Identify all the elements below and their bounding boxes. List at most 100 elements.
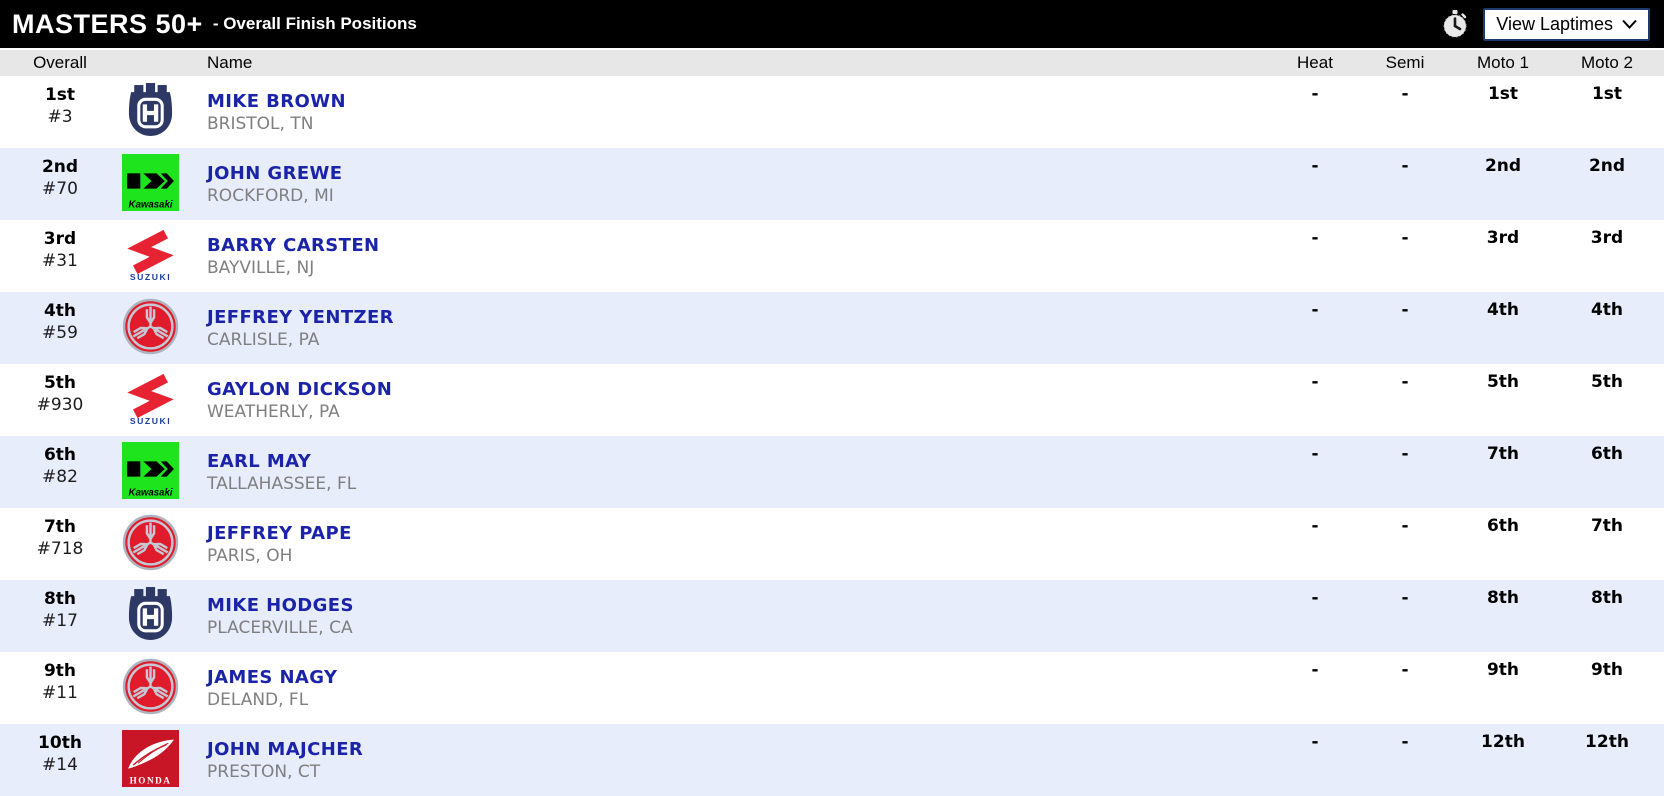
moto1-result: 7th — [1486, 444, 1520, 464]
rider-number: #718 — [36, 539, 84, 559]
rider-cell: JEFFREY PAPE PARIS, OH — [190, 508, 1270, 580]
table-row: 1st #3 MIKE BROWN BRISTOL, TN - - 1st 1s… — [0, 76, 1664, 148]
rider-location: ROCKFORD, MI — [207, 186, 334, 206]
moto2-result: 4th — [1590, 300, 1624, 320]
rider-number: #82 — [42, 467, 78, 487]
table-row: 2nd #70 Kawasaki JOHN GREWE ROCKFORD, MI… — [0, 148, 1664, 220]
heat-result: - — [1311, 84, 1319, 104]
heat-result: - — [1311, 372, 1319, 392]
brand-logo-cell: SUZUKI — [120, 220, 190, 292]
column-header-row: Overall Name Heat Semi Moto 1 Moto 2 — [0, 48, 1664, 76]
moto1-result: 5th — [1486, 372, 1520, 392]
stopwatch-icon — [1440, 9, 1470, 39]
overall-position: 5th — [43, 373, 77, 393]
moto1-result: 9th — [1486, 660, 1520, 680]
semi-result: - — [1401, 588, 1409, 608]
moto2-result: 2nd — [1588, 156, 1626, 176]
rider-cell: JOHN GREWE ROCKFORD, MI — [190, 148, 1270, 220]
column-header-semi: Semi — [1385, 53, 1425, 72]
rider-name-link[interactable]: JOHN MAJCHER — [207, 739, 364, 760]
page-subtitle: - Overall Finish Positions — [212, 14, 417, 33]
rider-number: #70 — [42, 179, 78, 199]
brand-logo-cell — [120, 652, 190, 724]
heat-result: - — [1311, 444, 1319, 464]
rider-cell: JOHN MAJCHER PRESTON, CT — [190, 724, 1270, 796]
results-rows: 1st #3 MIKE BROWN BRISTOL, TN - - 1st 1s… — [0, 76, 1664, 796]
view-laptimes-dropdown[interactable]: View Laptimes — [1483, 7, 1650, 41]
heat-result: - — [1311, 732, 1319, 752]
table-row: 4th #59 JEFFREY YENTZER CARLISLE, PA - -… — [0, 292, 1664, 364]
brand-logo-cell: HONDA — [120, 724, 190, 796]
rider-cell: EARL MAY TALLAHASSEE, FL — [190, 436, 1270, 508]
rider-location: CARLISLE, PA — [207, 330, 320, 350]
moto2-result: 5th — [1590, 372, 1624, 392]
overall-position-cell: 7th #718 — [0, 508, 120, 580]
rider-name-link[interactable]: MIKE BROWN — [207, 91, 346, 112]
rider-number: #930 — [36, 395, 84, 415]
husqvarna-logo-icon — [122, 82, 179, 139]
heat-result: - — [1311, 228, 1319, 248]
table-row: 7th #718 JEFFREY PAPE PARIS, OH - - 6th … — [0, 508, 1664, 580]
overall-position-cell: 4th #59 — [0, 292, 120, 364]
brand-logo-cell — [120, 292, 190, 364]
rider-name-link[interactable]: MIKE HODGES — [207, 595, 354, 616]
rider-location: BRISTOL, TN — [207, 114, 314, 134]
moto2-result: 12th — [1585, 732, 1629, 752]
rider-name-link[interactable]: JEFFREY YENTZER — [207, 307, 394, 328]
column-header-name: Name — [207, 53, 253, 72]
rider-name-link[interactable]: JEFFREY PAPE — [207, 523, 352, 544]
moto2-result: 6th — [1590, 444, 1624, 464]
heat-result: - — [1311, 300, 1319, 320]
table-row: 6th #82 Kawasaki EARL MAY TALLAHASSEE, F… — [0, 436, 1664, 508]
heat-result: - — [1311, 516, 1319, 536]
overall-position-cell: 5th #930 — [0, 364, 120, 436]
overall-position: 1st — [44, 85, 76, 105]
rider-name-link[interactable]: EARL MAY — [207, 451, 312, 472]
rider-number: #14 — [42, 755, 78, 775]
rider-cell: MIKE BROWN BRISTOL, TN — [190, 76, 1270, 148]
rider-location: BAYVILLE, NJ — [207, 258, 315, 278]
rider-cell: MIKE HODGES PLACERVILLE, CA — [190, 580, 1270, 652]
rider-cell: JAMES NAGY DELAND, FL — [190, 652, 1270, 724]
overall-position: 8th — [43, 589, 77, 609]
overall-position-cell: 9th #11 — [0, 652, 120, 724]
rider-cell: BARRY CARSTEN BAYVILLE, NJ — [190, 220, 1270, 292]
overall-position: 7th — [43, 517, 77, 537]
rider-number: #11 — [42, 683, 78, 703]
yamaha-logo-icon — [122, 658, 179, 715]
semi-result: - — [1401, 444, 1409, 464]
rider-location: DELAND, FL — [207, 690, 309, 710]
svg-text:HONDA: HONDA — [130, 775, 172, 785]
overall-position-cell: 6th #82 — [0, 436, 120, 508]
overall-position-cell: 10th #14 — [0, 724, 120, 796]
heat-result: - — [1311, 156, 1319, 176]
column-header-overall: Overall — [33, 53, 87, 72]
moto1-result: 3rd — [1486, 228, 1520, 248]
yamaha-logo-icon — [122, 514, 179, 571]
suzuki-logo-icon: SUZUKI — [122, 370, 179, 427]
rider-name-link[interactable]: JAMES NAGY — [207, 667, 338, 688]
yamaha-logo-icon — [122, 298, 179, 355]
column-header-moto2: Moto 2 — [1581, 53, 1633, 72]
brand-logo-cell — [120, 580, 190, 652]
husqvarna-logo-icon — [122, 586, 179, 643]
rider-name-link[interactable]: GAYLON DICKSON — [207, 379, 393, 400]
kawasaki-logo-icon: Kawasaki — [122, 154, 179, 211]
table-row: 9th #11 JAMES NAGY DELAND, FL - - 9th 9t… — [0, 652, 1664, 724]
kawasaki-logo-icon: Kawasaki — [122, 442, 179, 499]
view-laptimes-label: View Laptimes — [1496, 13, 1613, 34]
moto1-result: 12th — [1481, 732, 1525, 752]
rider-cell: JEFFREY YENTZER CARLISLE, PA — [190, 292, 1270, 364]
rider-cell: GAYLON DICKSON WEATHERLY, PA — [190, 364, 1270, 436]
rider-name-link[interactable]: JOHN GREWE — [207, 163, 343, 184]
moto2-result: 3rd — [1590, 228, 1624, 248]
overall-position: 4th — [43, 301, 77, 321]
brand-logo-cell: SUZUKI — [120, 364, 190, 436]
moto1-result: 6th — [1486, 516, 1520, 536]
rider-number: #3 — [47, 107, 73, 127]
chevron-down-icon — [1622, 19, 1637, 29]
overall-position-cell: 3rd #31 — [0, 220, 120, 292]
rider-name-link[interactable]: BARRY CARSTEN — [207, 235, 380, 256]
overall-position: 9th — [43, 661, 77, 681]
